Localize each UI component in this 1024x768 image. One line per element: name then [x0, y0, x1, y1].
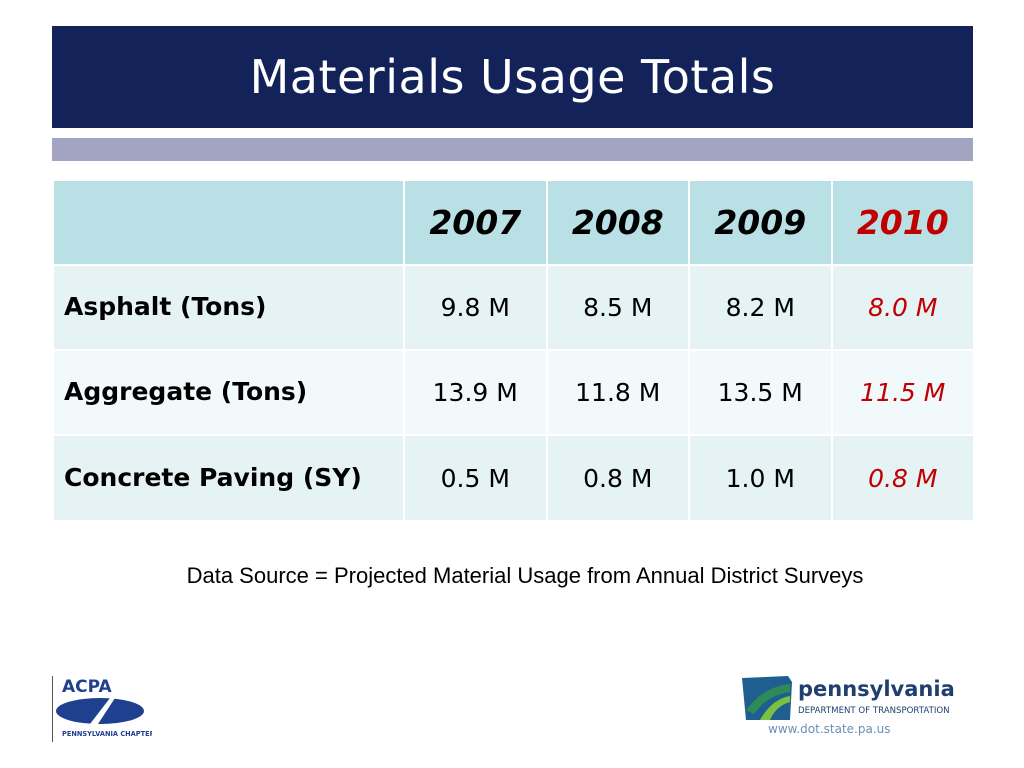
- table-header-row: 2007 2008 2009 2010: [52, 179, 975, 266]
- row-label-concrete: Concrete Paving (SY): [52, 434, 405, 522]
- table-cell: 0.8 M: [545, 434, 690, 522]
- year-header-2007: 2007: [403, 179, 548, 266]
- table-row: Concrete Paving (SY) 0.5 M 0.8 M 1.0 M 0…: [52, 434, 975, 522]
- table-cell: 11.8 M: [545, 349, 690, 436]
- year-header-2009: 2009: [688, 179, 833, 266]
- penndot-logo-subtitle: DEPARTMENT OF TRANSPORTATION: [798, 706, 950, 716]
- acpa-logo-text: ACPA: [62, 677, 113, 697]
- title-underline-bar: [52, 138, 973, 161]
- row-label-aggregate: Aggregate (Tons): [52, 349, 405, 436]
- table-cell-highlight: 8.0 M: [830, 264, 975, 351]
- penndot-logo: pennsylvania DEPARTMENT OF TRANSPORTATIO…: [742, 676, 955, 720]
- title-bar: Materials Usage Totals: [52, 26, 973, 128]
- table-cell-highlight: 0.8 M: [830, 434, 975, 522]
- table-row: Asphalt (Tons) 9.8 M 8.5 M 8.2 M 8.0 M: [52, 264, 975, 351]
- acpa-logo-subtitle: PENNSYLVANIA CHAPTER: [62, 730, 152, 738]
- acpa-logo: ACPA PENNSYLVANIA CHAPTER: [56, 677, 152, 738]
- table-cell-highlight: 11.5 M: [830, 349, 975, 436]
- logo-divider: [52, 676, 53, 742]
- table-row: Aggregate (Tons) 13.9 M 11.8 M 13.5 M 11…: [52, 349, 975, 436]
- slide-title: Materials Usage Totals: [249, 50, 776, 104]
- row-label-asphalt: Asphalt (Tons): [52, 264, 405, 351]
- materials-table: 2007 2008 2009 2010 Asphalt (Tons) 9.8 M…: [52, 179, 975, 522]
- table-cell: 1.0 M: [688, 434, 833, 522]
- penndot-url: www.dot.state.pa.us: [768, 722, 891, 736]
- data-source-note: Data Source = Projected Material Usage f…: [186, 563, 864, 588]
- year-header-2008: 2008: [545, 179, 690, 266]
- table-cell: 8.2 M: [688, 264, 833, 351]
- table-cell: 9.8 M: [403, 264, 548, 351]
- table-cell: 13.5 M: [688, 349, 833, 436]
- year-header-2010: 2010: [830, 179, 975, 266]
- table-corner-cell: [52, 179, 405, 266]
- table-cell: 0.5 M: [403, 434, 548, 522]
- penndot-logo-name: pennsylvania: [798, 677, 955, 701]
- table-cell: 13.9 M: [403, 349, 548, 436]
- table-cell: 8.5 M: [545, 264, 690, 351]
